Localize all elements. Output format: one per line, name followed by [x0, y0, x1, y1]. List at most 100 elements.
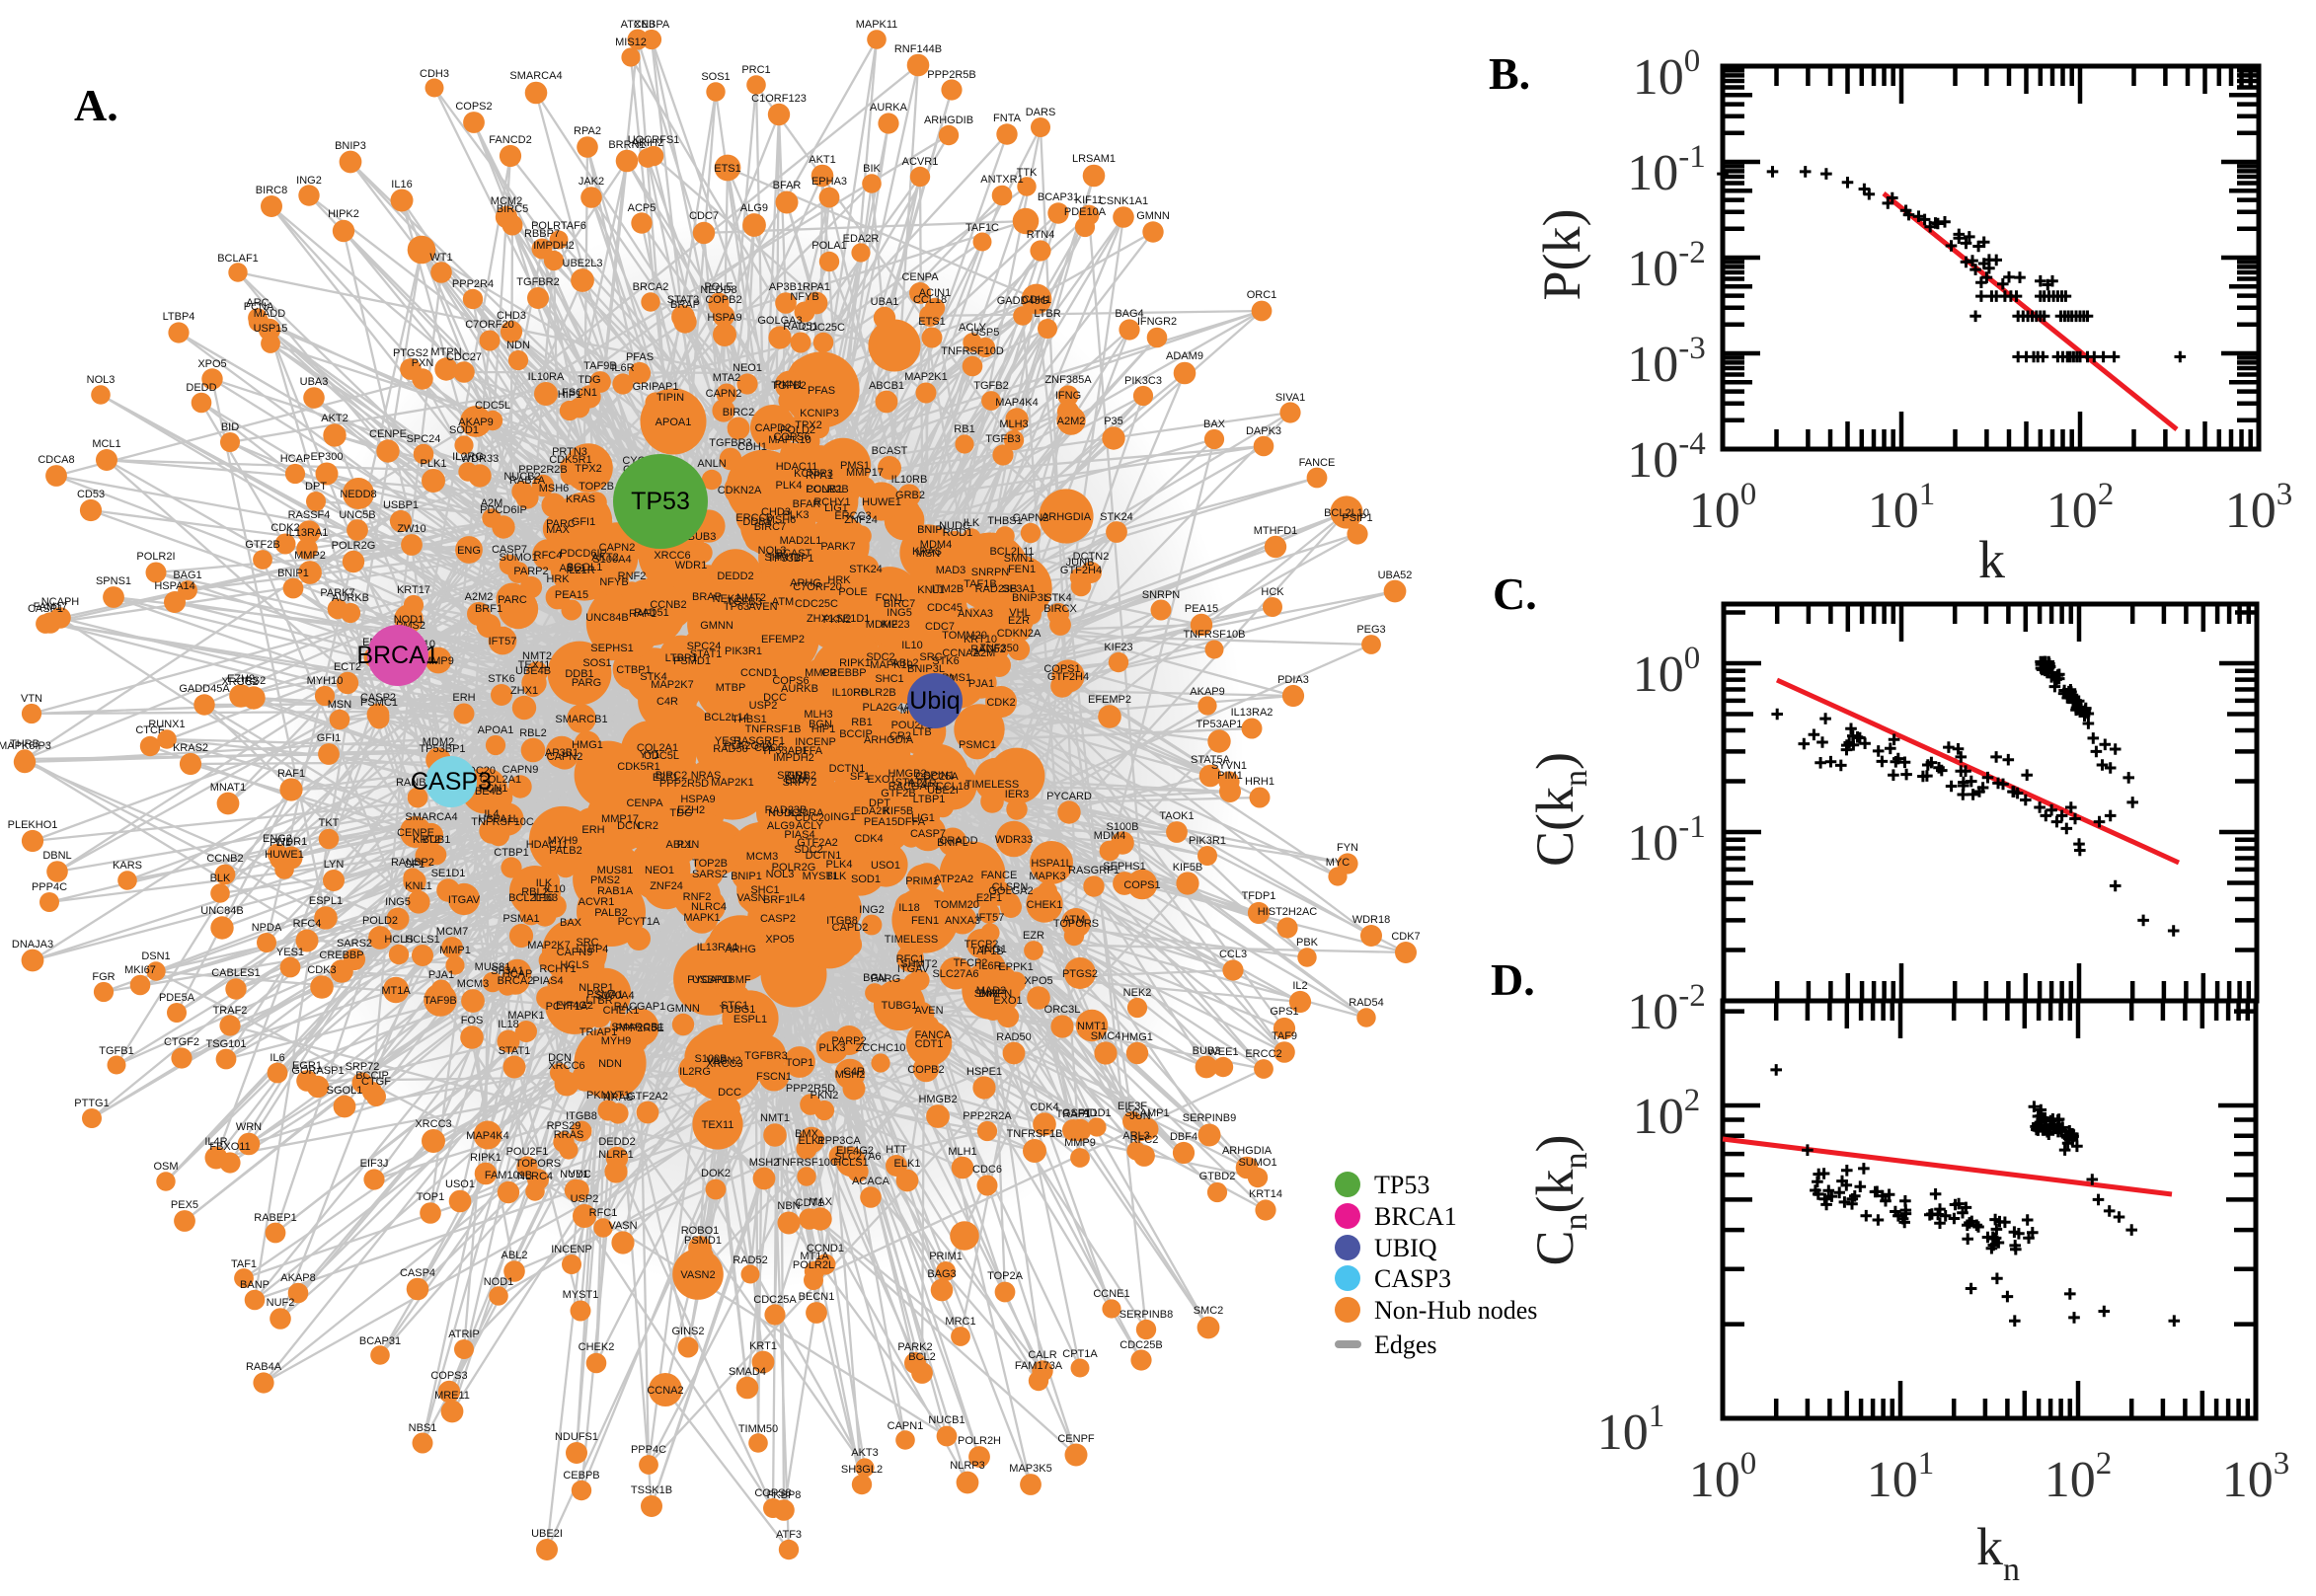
svg-text:MMP1: MMP1 [439, 945, 471, 956]
svg-text:SERPINB8: SERPINB8 [1119, 1309, 1173, 1321]
svg-text:TOMM20: TOMM20 [934, 899, 979, 911]
svg-text:PCNA: PCNA [244, 301, 274, 313]
svg-text:BCLAF1: BCLAF1 [217, 253, 259, 265]
svg-text:NEK2: NEK2 [713, 593, 741, 605]
svg-text:ADD1: ADD1 [1082, 1107, 1111, 1119]
svg-text:UBA1: UBA1 [871, 296, 899, 308]
svg-text:HCK: HCK [1261, 586, 1284, 598]
svg-text:CABLES1: CABLES1 [211, 967, 261, 979]
svg-text:ATF3: ATF3 [776, 1529, 802, 1541]
svg-text:TIMM50: TIMM50 [738, 1423, 778, 1435]
svg-text:POLR2H: POLR2H [958, 1435, 1001, 1447]
svg-text:KNL1: KNL1 [405, 880, 432, 892]
svg-text:USO1: USO1 [871, 860, 900, 872]
svg-text:CDKN2A: CDKN2A [718, 485, 762, 496]
svg-text:HIP1: HIP1 [811, 723, 835, 735]
svg-text:PDIA3: PDIA3 [1277, 674, 1309, 686]
svg-text:CDC25B: CDC25B [1119, 1339, 1162, 1351]
svg-text:WRN: WRN [236, 1121, 262, 1133]
svg-text:MDM4: MDM4 [920, 539, 952, 551]
svg-text:NDUFS1: NDUFS1 [555, 1431, 598, 1443]
svg-text:TRAF2: TRAF2 [213, 1005, 248, 1017]
svg-text:TAOK1: TAOK1 [1159, 810, 1194, 822]
svg-text:FGR: FGR [92, 971, 115, 983]
svg-text:FCN1: FCN1 [876, 592, 904, 604]
svg-text:B.: B. [1489, 48, 1530, 99]
svg-text:POLR2L: POLR2L [793, 1259, 834, 1271]
svg-text:RPA2: RPA2 [574, 125, 601, 137]
svg-text:XRCC3: XRCC3 [415, 1118, 451, 1130]
svg-text:MKI67: MKI67 [124, 964, 156, 976]
svg-text:SMC2: SMC2 [1194, 1305, 1224, 1317]
svg-text:TOP1: TOP1 [786, 1057, 814, 1069]
svg-text:FSCN1: FSCN1 [756, 1071, 792, 1083]
svg-text:NUDC: NUDC [560, 1169, 591, 1180]
svg-text:OSM: OSM [153, 1161, 178, 1173]
svg-text:MAX: MAX [546, 524, 571, 536]
svg-text:HSPA9: HSPA9 [680, 794, 715, 805]
svg-text:POLR2B: POLR2B [806, 484, 848, 495]
svg-text:A2M2: A2M2 [465, 591, 494, 603]
svg-text:BANP: BANP [240, 1279, 270, 1291]
svg-text:MTHFD1: MTHFD1 [1254, 525, 1298, 537]
svg-text:IL10RA: IL10RA [528, 371, 565, 383]
svg-text:CDK2: CDK2 [986, 697, 1015, 709]
svg-text:DEDD2: DEDD2 [598, 1136, 635, 1148]
svg-text:NPDA: NPDA [252, 922, 282, 934]
svg-text:PPP2R5E: PPP2R5E [615, 1023, 664, 1034]
svg-text:IL10RB: IL10RB [891, 474, 928, 486]
svg-text:CENPA: CENPA [626, 798, 663, 809]
svg-text:TDG: TDG [578, 374, 600, 386]
svg-text:ACLY: ACLY [796, 820, 824, 832]
svg-text:ORC1: ORC1 [1247, 289, 1277, 301]
svg-text:EIF4G2: EIF4G2 [556, 1000, 593, 1012]
svg-text:BRCA1: BRCA1 [356, 642, 438, 669]
svg-text:JAK2: JAK2 [579, 176, 604, 188]
svg-text:TPX2: TPX2 [575, 463, 602, 475]
svg-text:EP300: EP300 [310, 451, 343, 463]
svg-text:HCAP: HCAP [280, 453, 311, 465]
svg-text:SH3GL2: SH3GL2 [841, 1464, 883, 1476]
svg-text:ACACA: ACACA [852, 1176, 890, 1187]
svg-text:PRIM1: PRIM1 [905, 875, 939, 887]
svg-text:ING5: ING5 [385, 896, 411, 908]
svg-text:SE1D1: SE1D1 [836, 613, 871, 625]
svg-text:IL10RB: IL10RB [832, 687, 869, 699]
svg-text:RFC1: RFC1 [589, 1207, 618, 1219]
svg-text:PARK7: PARK7 [820, 541, 855, 553]
svg-text:VASN: VASN [608, 1220, 637, 1232]
svg-text:RAD50: RAD50 [996, 1031, 1031, 1043]
svg-text:MSH2: MSH2 [749, 1157, 780, 1169]
svg-text:PPP2R4: PPP2R4 [452, 278, 494, 290]
svg-text:SRC: SRC [919, 651, 942, 663]
svg-text:RFC4: RFC4 [293, 918, 322, 930]
svg-text:DCN: DCN [548, 1052, 572, 1064]
svg-text:SHC1: SHC1 [875, 673, 903, 685]
svg-text:TGFB1: TGFB1 [99, 1045, 133, 1057]
svg-text:GRIPAP1: GRIPAP1 [633, 381, 679, 393]
svg-text:ROBO1: ROBO1 [681, 1225, 720, 1237]
svg-text:POLE: POLE [838, 586, 867, 598]
svg-text:HSPA9: HSPA9 [707, 312, 741, 324]
svg-text:SOS1: SOS1 [701, 71, 730, 83]
svg-text:ATP2A2: ATP2A2 [934, 874, 973, 885]
svg-text:CASP3: CASP3 [1374, 1264, 1451, 1293]
svg-text:D.: D. [1491, 954, 1535, 1005]
svg-text:CCNE1: CCNE1 [1093, 1288, 1129, 1300]
svg-text:UBA52: UBA52 [1378, 570, 1413, 581]
svg-text:KRAS2: KRAS2 [173, 742, 208, 754]
svg-text:SLC27A6: SLC27A6 [932, 968, 978, 980]
svg-text:PPP2R5B: PPP2R5B [927, 69, 976, 81]
svg-text:BCAST: BCAST [872, 445, 908, 457]
svg-text:SHMT2: SHMT2 [764, 552, 801, 564]
svg-text:RAB4A: RAB4A [246, 1361, 282, 1373]
svg-text:DBF4: DBF4 [1170, 1131, 1197, 1143]
svg-text:NOD1: NOD1 [484, 1276, 514, 1288]
svg-text:HMGB2: HMGB2 [918, 1094, 957, 1105]
svg-text:PIK3R1: PIK3R1 [1189, 835, 1226, 847]
svg-text:XPO5: XPO5 [197, 358, 226, 370]
svg-text:BNIP3: BNIP3 [335, 140, 366, 152]
svg-text:EGR1: EGR1 [292, 1060, 322, 1072]
svg-text:ZW10: ZW10 [397, 523, 425, 535]
svg-text:PLK3: PLK3 [819, 1042, 846, 1054]
